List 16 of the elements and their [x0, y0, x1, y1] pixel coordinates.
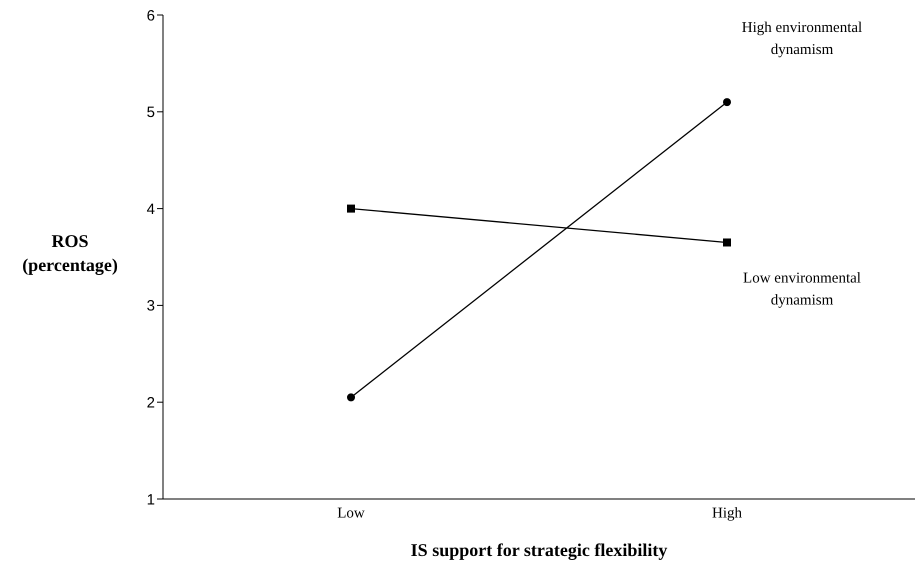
y-tick-label: 1	[146, 491, 155, 508]
y-tick-label: 5	[146, 104, 155, 122]
y-tick-label: 2	[146, 394, 155, 412]
series-label: Low environmental dynamism	[743, 270, 861, 308]
y-axis-title: ROS (percentage)	[22, 231, 118, 275]
x-tick-label: Low	[337, 506, 365, 522]
text: High environmental dynamism	[742, 20, 862, 58]
y-tick-label: 6	[146, 7, 155, 24]
point	[347, 204, 355, 213]
point	[347, 393, 355, 402]
x-axis-title: IS support for strategic flexibility	[410, 540, 668, 560]
y-tick-label: 3	[146, 298, 155, 315]
y-tick-label: 4	[146, 200, 155, 218]
point	[723, 98, 731, 106]
point	[723, 238, 731, 246]
x-tick-label: High	[712, 506, 742, 522]
